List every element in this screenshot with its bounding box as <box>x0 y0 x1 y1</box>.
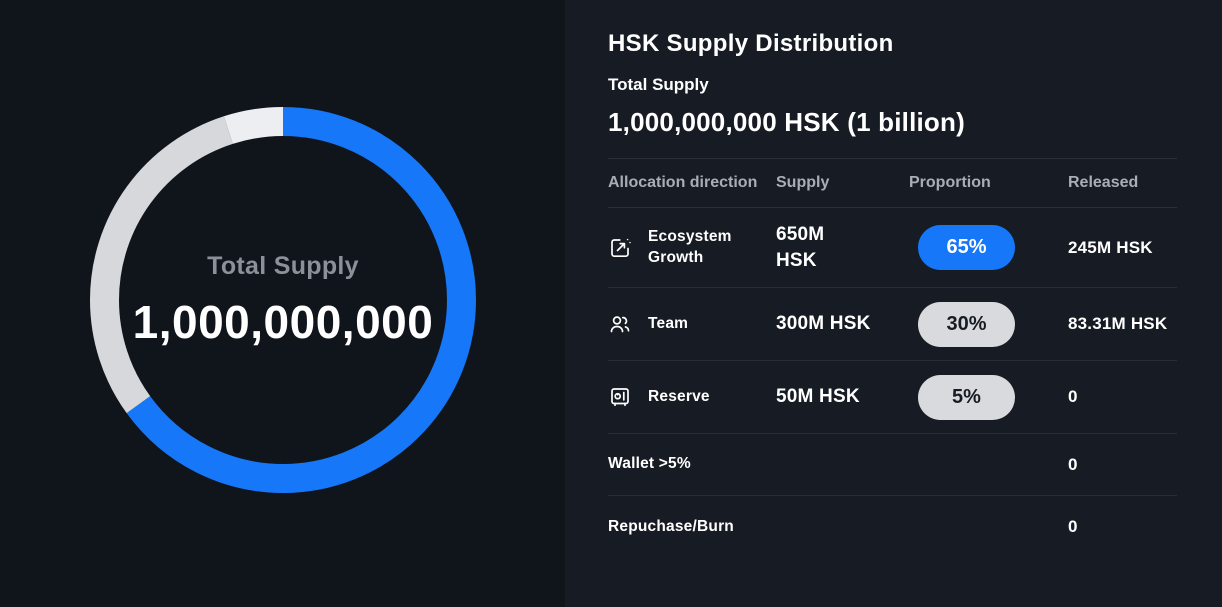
allocation-label: Team <box>648 314 689 332</box>
allocation-label: Reserve <box>648 387 710 405</box>
allocation-icon-slot <box>608 236 632 260</box>
team-icon <box>610 316 630 333</box>
proportion-badge: 65% <box>918 225 1015 270</box>
released-cell: 0 <box>1068 387 1078 406</box>
col-header-supply: Supply <box>776 174 830 191</box>
allocation-cell: Wallet >5% <box>608 454 918 474</box>
proportion-badge: 30% <box>918 301 1015 347</box>
allocation-icon-slot <box>608 385 632 409</box>
allocation-table: Allocation direction Supply Proportion R… <box>608 158 1177 558</box>
col-header-proportion: Proportion <box>909 174 991 191</box>
table-row: Reserve 50M HSK 5% 0 <box>608 361 1177 434</box>
reserve-icon <box>611 388 629 407</box>
donut-segment-team <box>90 107 476 493</box>
col-header-allocation: Allocation direction <box>608 174 758 191</box>
allocation-cell: Ecosystem Growth <box>608 227 776 267</box>
allocation-label: Wallet >5% <box>608 455 691 473</box>
supply-cell: 50M HSK <box>776 386 860 408</box>
proportion-cell: 5% <box>918 374 1068 420</box>
allocation-cell: Reserve <box>608 385 776 409</box>
total-supply-label: Total Supply <box>608 75 709 94</box>
allocation-label: Repuchase/Burn <box>608 517 734 535</box>
supply-cell: 300M HSK <box>776 313 871 335</box>
allocation-cell: Repuchase/Burn <box>608 517 918 537</box>
released-cell: 245M HSK <box>1068 237 1153 257</box>
proportion-cell: 65% <box>918 225 1068 270</box>
page-title: HSK Supply Distribution <box>608 30 894 57</box>
supply-chart-section: Total Supply 1,000,000,000 <box>0 0 565 607</box>
table-body: Ecosystem Growth 650M HSK 65% 245M HSK T… <box>608 208 1177 558</box>
table-header-row: Allocation direction Supply Proportion R… <box>608 158 1177 208</box>
supply-cell: 650M HSK <box>776 223 825 271</box>
total-supply-value: 1,000,000,000 HSK (1 billion) <box>608 107 965 137</box>
allocation-label: Ecosystem Growth <box>648 228 732 266</box>
donut-segment-reserve <box>90 107 476 493</box>
supply-donut-chart: Total Supply 1,000,000,000 <box>90 107 476 493</box>
released-cell: 0 <box>1068 517 1078 536</box>
released-cell: 83.31M HSK <box>1068 314 1168 333</box>
proportion-cell: 30% <box>918 301 1068 347</box>
table-row: Ecosystem Growth 650M HSK 65% 245M HSK <box>608 208 1177 288</box>
table-row: Repuchase/Burn 0 <box>608 496 1177 558</box>
table-row: Team 300M HSK 30% 83.31M HSK <box>608 288 1177 361</box>
ecosystem-growth-icon <box>611 238 631 257</box>
allocation-icon-slot <box>608 312 632 336</box>
donut-svg <box>90 107 476 493</box>
proportion-badge: 5% <box>918 374 1015 420</box>
distribution-panel: HSK Supply Distribution Total Supply 1,0… <box>565 0 1222 607</box>
table-row: Wallet >5% 0 <box>608 434 1177 496</box>
allocation-cell: Team <box>608 312 776 336</box>
col-header-released: Released <box>1068 174 1139 191</box>
released-cell: 0 <box>1068 454 1078 474</box>
